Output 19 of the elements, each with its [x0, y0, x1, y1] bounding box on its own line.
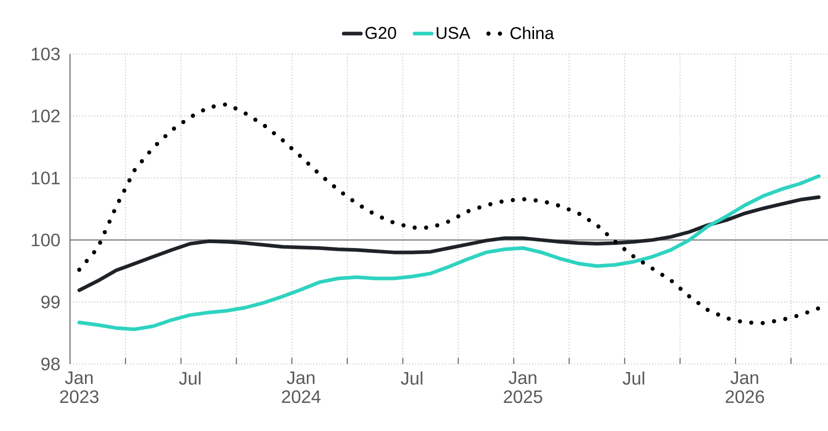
line-series [77, 174, 821, 332]
x-tick-label: Jul [400, 372, 422, 385]
legend-label: China [510, 26, 554, 40]
y-tick-label: 101 [32, 172, 60, 184]
legend-label: G20 [365, 26, 396, 39]
x-tick-label: Jul [178, 372, 200, 385]
y-tick-label: 103 [32, 48, 60, 60]
y-tick-label: 100 [32, 234, 60, 246]
x-tick-label: Jan 2024 [282, 372, 321, 404]
x-tick-label: Jan 2023 [60, 372, 98, 404]
legend-label: USA [436, 26, 470, 39]
y-tick-label: 98 [41, 358, 60, 370]
x-tick-label: Jan 2025 [504, 372, 542, 404]
line-series [77, 195, 821, 292]
x-tick-label: Jul [622, 372, 644, 385]
y-tick-label: 99 [41, 296, 60, 308]
line-series [77, 102, 821, 326]
y-tick-label: 102 [32, 110, 60, 122]
x-tick-label: Jan 2026 [726, 372, 764, 404]
